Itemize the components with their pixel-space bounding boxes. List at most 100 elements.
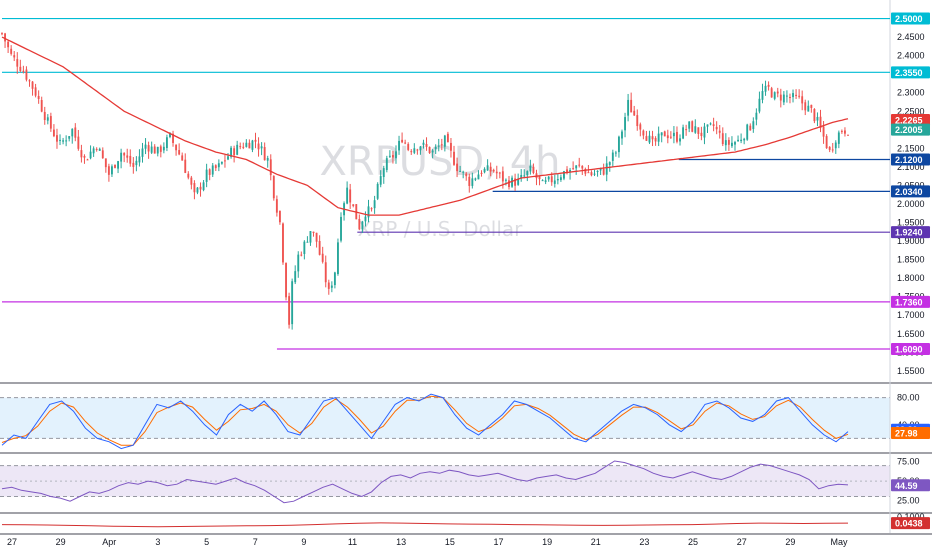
candle: [159, 144, 162, 158]
candle-body: [4, 33, 6, 42]
candle-body: [416, 149, 419, 151]
candle: [679, 134, 681, 146]
candle: [37, 90, 40, 104]
candle: [474, 177, 477, 182]
candle: [547, 176, 550, 182]
candle: [443, 134, 446, 152]
candle-body: [508, 180, 510, 188]
candle-body: [511, 177, 513, 187]
candle-body: [703, 126, 706, 138]
candle-body: [587, 172, 590, 174]
candle: [425, 137, 428, 151]
candle-body: [159, 146, 162, 152]
candle: [782, 91, 785, 106]
candle: [327, 279, 330, 295]
candle-body: [492, 169, 495, 172]
candle: [440, 138, 443, 151]
candle: [660, 132, 663, 143]
candle: [749, 123, 752, 131]
candle: [523, 169, 526, 179]
candle: [4, 32, 6, 48]
candle: [477, 170, 480, 180]
candle: [391, 150, 394, 164]
candle: [272, 175, 275, 201]
candle-body: [590, 172, 593, 176]
candle-body: [346, 187, 349, 204]
candle: [663, 130, 666, 137]
candle: [593, 169, 596, 177]
candle-body: [706, 124, 709, 127]
candle: [184, 153, 187, 174]
candle-body: [498, 172, 501, 174]
candle: [385, 155, 388, 173]
candle: [379, 170, 382, 188]
candle-body: [443, 135, 446, 147]
candle-body: [248, 142, 251, 149]
candle-body: [165, 137, 168, 148]
price-tags: 2.5000 2.3550 2.1200 2.0340 1.9240 1.7360 1.60…: [891, 12, 930, 530]
candle-body: [117, 161, 120, 169]
candle-body: [776, 91, 779, 94]
candle: [810, 104, 813, 113]
candle-body: [624, 117, 626, 131]
candle-body: [727, 139, 730, 145]
price-tag-0: 2.2265: [891, 113, 930, 126]
candle: [721, 127, 724, 147]
candle: [706, 124, 709, 133]
candle-body: [49, 116, 52, 129]
price-tag-0-label: 2.2265: [895, 115, 923, 125]
candle: [138, 149, 141, 167]
candle: [666, 129, 669, 144]
candle-body: [321, 253, 324, 262]
candle-body: [101, 150, 104, 159]
candle: [651, 130, 654, 147]
candle-body: [685, 129, 688, 131]
candle-body: [10, 48, 13, 54]
rsi-tick-0: 75.00: [897, 457, 920, 467]
candle: [450, 138, 452, 158]
candle-body: [697, 127, 700, 134]
candle: [220, 161, 223, 165]
candle-body: [220, 161, 223, 164]
candle: [526, 170, 529, 182]
level-tag-0-bg: [891, 12, 930, 25]
candle: [614, 150, 617, 157]
candle-body: [544, 180, 547, 182]
candle: [398, 135, 400, 155]
candle-body: [425, 144, 428, 147]
candle-body: [370, 208, 373, 210]
candle: [34, 83, 37, 98]
candle: [520, 169, 523, 182]
candle-body: [520, 174, 523, 179]
candle-body: [62, 140, 65, 142]
time-axis[interactable]: 27 29 Apr 3 5 7 9 11 13 15 17 19 21 23 25 27 29 May: [7, 537, 848, 547]
candle-body: [431, 150, 434, 153]
candle-body: [89, 151, 92, 159]
candle-body: [593, 173, 596, 175]
price-tick-10: 1.9000: [897, 236, 925, 246]
candle-body: [86, 159, 89, 161]
candle: [770, 86, 773, 98]
candle: [175, 144, 178, 156]
candle-body: [272, 176, 275, 199]
candle: [74, 123, 77, 142]
candle: [804, 99, 807, 116]
candle-body: [459, 170, 462, 172]
candle: [532, 163, 535, 175]
candle: [465, 172, 468, 181]
candle-body: [162, 146, 165, 151]
candle: [111, 164, 113, 178]
candle: [734, 140, 736, 151]
rsi-tick-2: 25.00: [897, 495, 920, 505]
price-axis[interactable]: 2.45002.40002.30002.25002.15002.10002.05…: [897, 32, 925, 522]
candle-body: [7, 41, 10, 48]
candle-body: [755, 112, 758, 120]
candle: [315, 232, 318, 248]
candle: [816, 112, 819, 127]
candle: [648, 130, 651, 145]
candle: [92, 146, 95, 157]
candle-body: [114, 164, 116, 168]
candle: [123, 152, 126, 163]
candle-body: [385, 158, 388, 170]
